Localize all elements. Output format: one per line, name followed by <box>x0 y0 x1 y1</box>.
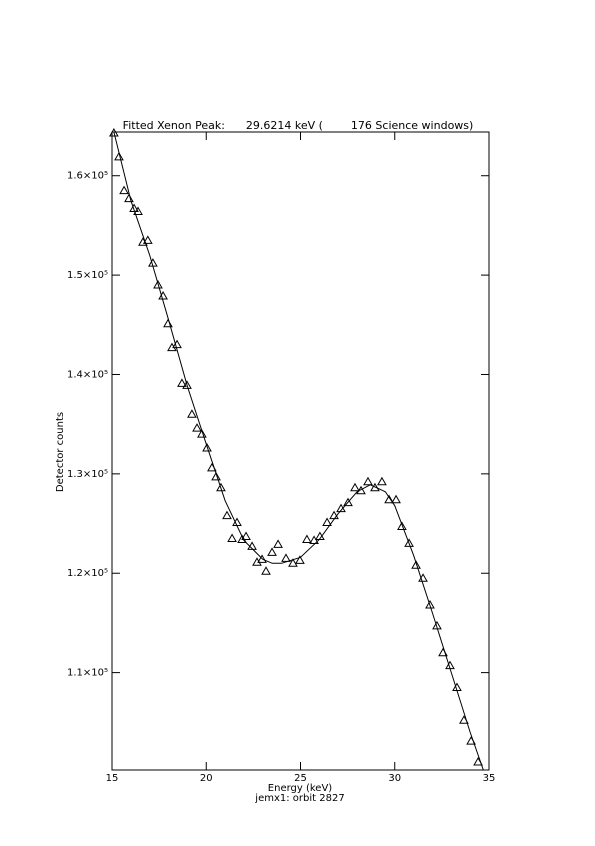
data-point <box>295 555 305 564</box>
plot-frame <box>111 131 490 771</box>
data-point <box>172 339 182 349</box>
x-axis-label: Energy (keV) <box>268 783 333 794</box>
data-point <box>411 560 421 569</box>
data-point <box>207 462 217 472</box>
data-point <box>261 566 271 575</box>
data-point <box>237 534 247 543</box>
x-tick-label: 25 <box>294 773 307 784</box>
data-point <box>329 510 339 520</box>
data-point <box>432 620 442 630</box>
data-point <box>202 443 212 452</box>
data-point <box>273 539 283 548</box>
y-tick-label: 1.6×10⁵ <box>67 171 108 182</box>
x-tick-label: 30 <box>388 773 401 784</box>
data-point <box>142 235 153 244</box>
data-point <box>445 660 455 670</box>
data-point <box>473 757 483 766</box>
x-axis-sublabel: jemx1: orbit 2827 <box>254 793 344 804</box>
x-tick-label: 15 <box>106 773 119 784</box>
data-point <box>222 510 232 520</box>
data-point <box>459 715 469 724</box>
data-point <box>109 127 119 137</box>
fit-line <box>113 132 484 770</box>
data-point <box>343 497 353 507</box>
x-tick-label: 20 <box>200 773 213 784</box>
data-point <box>124 193 134 203</box>
data-point <box>133 206 143 216</box>
data-point <box>148 258 158 267</box>
data-point <box>129 203 139 213</box>
data-point <box>252 557 262 566</box>
data-point <box>425 600 435 609</box>
data-point <box>466 736 476 745</box>
data-point <box>397 521 407 531</box>
data-point <box>232 517 242 527</box>
data-point <box>363 476 373 486</box>
data-point <box>257 554 267 563</box>
data-point <box>197 429 207 438</box>
data-point <box>384 494 394 504</box>
data-point <box>370 482 380 492</box>
x-tick-label: 35 <box>483 773 496 784</box>
data-point <box>267 547 277 556</box>
data-point <box>288 558 298 567</box>
data-point <box>418 573 428 582</box>
data-point <box>182 380 192 389</box>
y-tick-label: 1.4×10⁵ <box>67 369 108 380</box>
data-point <box>452 682 462 692</box>
data-point <box>322 517 332 527</box>
data-point <box>192 423 202 432</box>
data-point <box>315 531 325 540</box>
data-point <box>241 531 251 540</box>
data-point <box>350 482 360 492</box>
data-point <box>187 409 197 418</box>
data-point <box>153 280 163 289</box>
data-point <box>281 553 291 562</box>
data-point <box>438 647 448 657</box>
data-point <box>227 533 237 542</box>
data-point <box>163 318 173 328</box>
chart-title: Fitted Xenon Peak: 29.6214 keV ( 176 Sci… <box>123 119 474 132</box>
data-point <box>167 342 177 352</box>
data-point <box>158 290 168 300</box>
data-point <box>119 185 129 195</box>
data-point <box>391 494 401 504</box>
data-point <box>377 476 387 486</box>
y-tick-label: 1.5×10⁵ <box>67 270 108 281</box>
data-point <box>356 485 366 495</box>
plot-area <box>113 132 484 770</box>
data-point <box>336 503 346 513</box>
data-point <box>177 378 187 387</box>
data-point <box>114 151 124 161</box>
data-point <box>216 482 226 492</box>
data-point <box>302 534 312 543</box>
y-tick-label: 1.2×10⁵ <box>67 568 108 579</box>
data-point <box>404 538 414 547</box>
data-point <box>247 541 257 550</box>
y-axis-label: Detector counts <box>55 412 66 492</box>
y-tick-label: 1.3×10⁵ <box>67 469 108 480</box>
y-tick-label: 1.1×10⁵ <box>67 668 108 679</box>
data-point <box>211 471 221 481</box>
